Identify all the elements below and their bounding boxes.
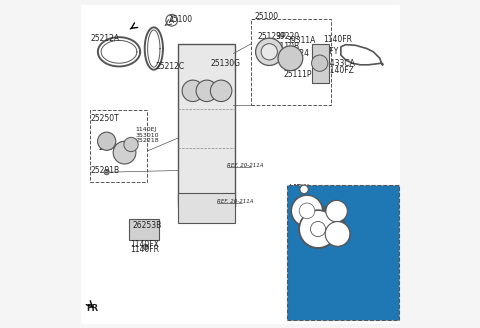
Text: 25110B: 25110B — [271, 42, 300, 51]
Text: WATER PUMP: WATER PUMP — [302, 278, 352, 288]
Bar — [178, 193, 235, 222]
Text: 1140FR: 1140FR — [323, 35, 352, 44]
Text: AC: AC — [333, 232, 342, 236]
Text: 353010: 353010 — [135, 133, 159, 138]
Circle shape — [124, 137, 138, 152]
Circle shape — [182, 80, 204, 102]
Text: 25111P: 25111P — [284, 70, 312, 79]
Text: ALTERNATOR: ALTERNATOR — [302, 251, 351, 260]
Circle shape — [166, 14, 178, 26]
Text: 39220: 39220 — [276, 32, 300, 41]
Bar — [288, 250, 397, 262]
Circle shape — [299, 210, 337, 248]
Text: 252218: 252218 — [135, 138, 159, 143]
Text: 25129P: 25129P — [257, 32, 286, 41]
Text: 1140FY: 1140FY — [310, 47, 338, 56]
Bar — [312, 44, 329, 83]
Text: FR: FR — [86, 304, 98, 313]
Text: DAMPER PULLEY: DAMPER PULLEY — [302, 292, 364, 301]
Text: AN: AN — [290, 251, 303, 260]
Text: 1140FZ: 1140FZ — [325, 66, 354, 75]
Text: 1433CA: 1433CA — [325, 59, 355, 68]
Circle shape — [325, 222, 350, 246]
Text: 25130G: 25130G — [211, 59, 241, 68]
Bar — [90, 110, 147, 182]
Text: AN: AN — [332, 209, 341, 214]
Bar — [287, 185, 399, 320]
Circle shape — [196, 80, 217, 102]
Text: DP: DP — [290, 292, 302, 301]
Circle shape — [210, 80, 232, 102]
Text: 25100: 25100 — [254, 12, 279, 22]
Circle shape — [104, 170, 109, 175]
Circle shape — [256, 38, 283, 66]
Bar — [130, 219, 159, 240]
Bar — [178, 44, 235, 206]
Circle shape — [312, 55, 328, 71]
Text: 39311A: 39311A — [287, 36, 316, 45]
Text: A: A — [169, 16, 174, 25]
Bar — [288, 291, 397, 303]
Circle shape — [278, 46, 303, 71]
Circle shape — [326, 200, 348, 222]
Circle shape — [97, 132, 116, 150]
Text: 1140EJ: 1140EJ — [135, 127, 156, 133]
Text: REF. 20-211A: REF. 20-211A — [217, 199, 254, 204]
Text: DP: DP — [313, 226, 323, 232]
Circle shape — [300, 185, 308, 194]
Text: AC: AC — [290, 265, 302, 274]
Text: 25281: 25281 — [98, 143, 122, 152]
Text: 1140FR: 1140FR — [131, 245, 159, 254]
Text: A: A — [302, 187, 306, 192]
Text: 25291B: 25291B — [90, 166, 120, 175]
Circle shape — [143, 244, 148, 250]
Circle shape — [113, 141, 136, 164]
Circle shape — [311, 221, 325, 236]
Text: 26253B: 26253B — [132, 221, 162, 230]
Text: AIR CON COMPRESSOR: AIR CON COMPRESSOR — [302, 265, 390, 274]
Text: REF. 20-211A: REF. 20-211A — [227, 163, 264, 168]
Circle shape — [261, 44, 277, 60]
Text: 25100: 25100 — [168, 15, 192, 24]
Text: 1140FX: 1140FX — [131, 240, 159, 249]
Text: 25212C: 25212C — [156, 62, 185, 71]
Text: 25250T: 25250T — [90, 114, 119, 123]
Circle shape — [299, 203, 315, 219]
Text: 25124: 25124 — [286, 49, 310, 58]
Text: 25212A: 25212A — [90, 34, 120, 43]
Bar — [252, 19, 331, 106]
Text: VIEW: VIEW — [290, 184, 310, 193]
Bar — [288, 264, 397, 276]
Bar — [288, 277, 397, 290]
Circle shape — [291, 195, 323, 226]
Text: WP: WP — [290, 278, 304, 288]
Text: WP: WP — [301, 208, 312, 214]
